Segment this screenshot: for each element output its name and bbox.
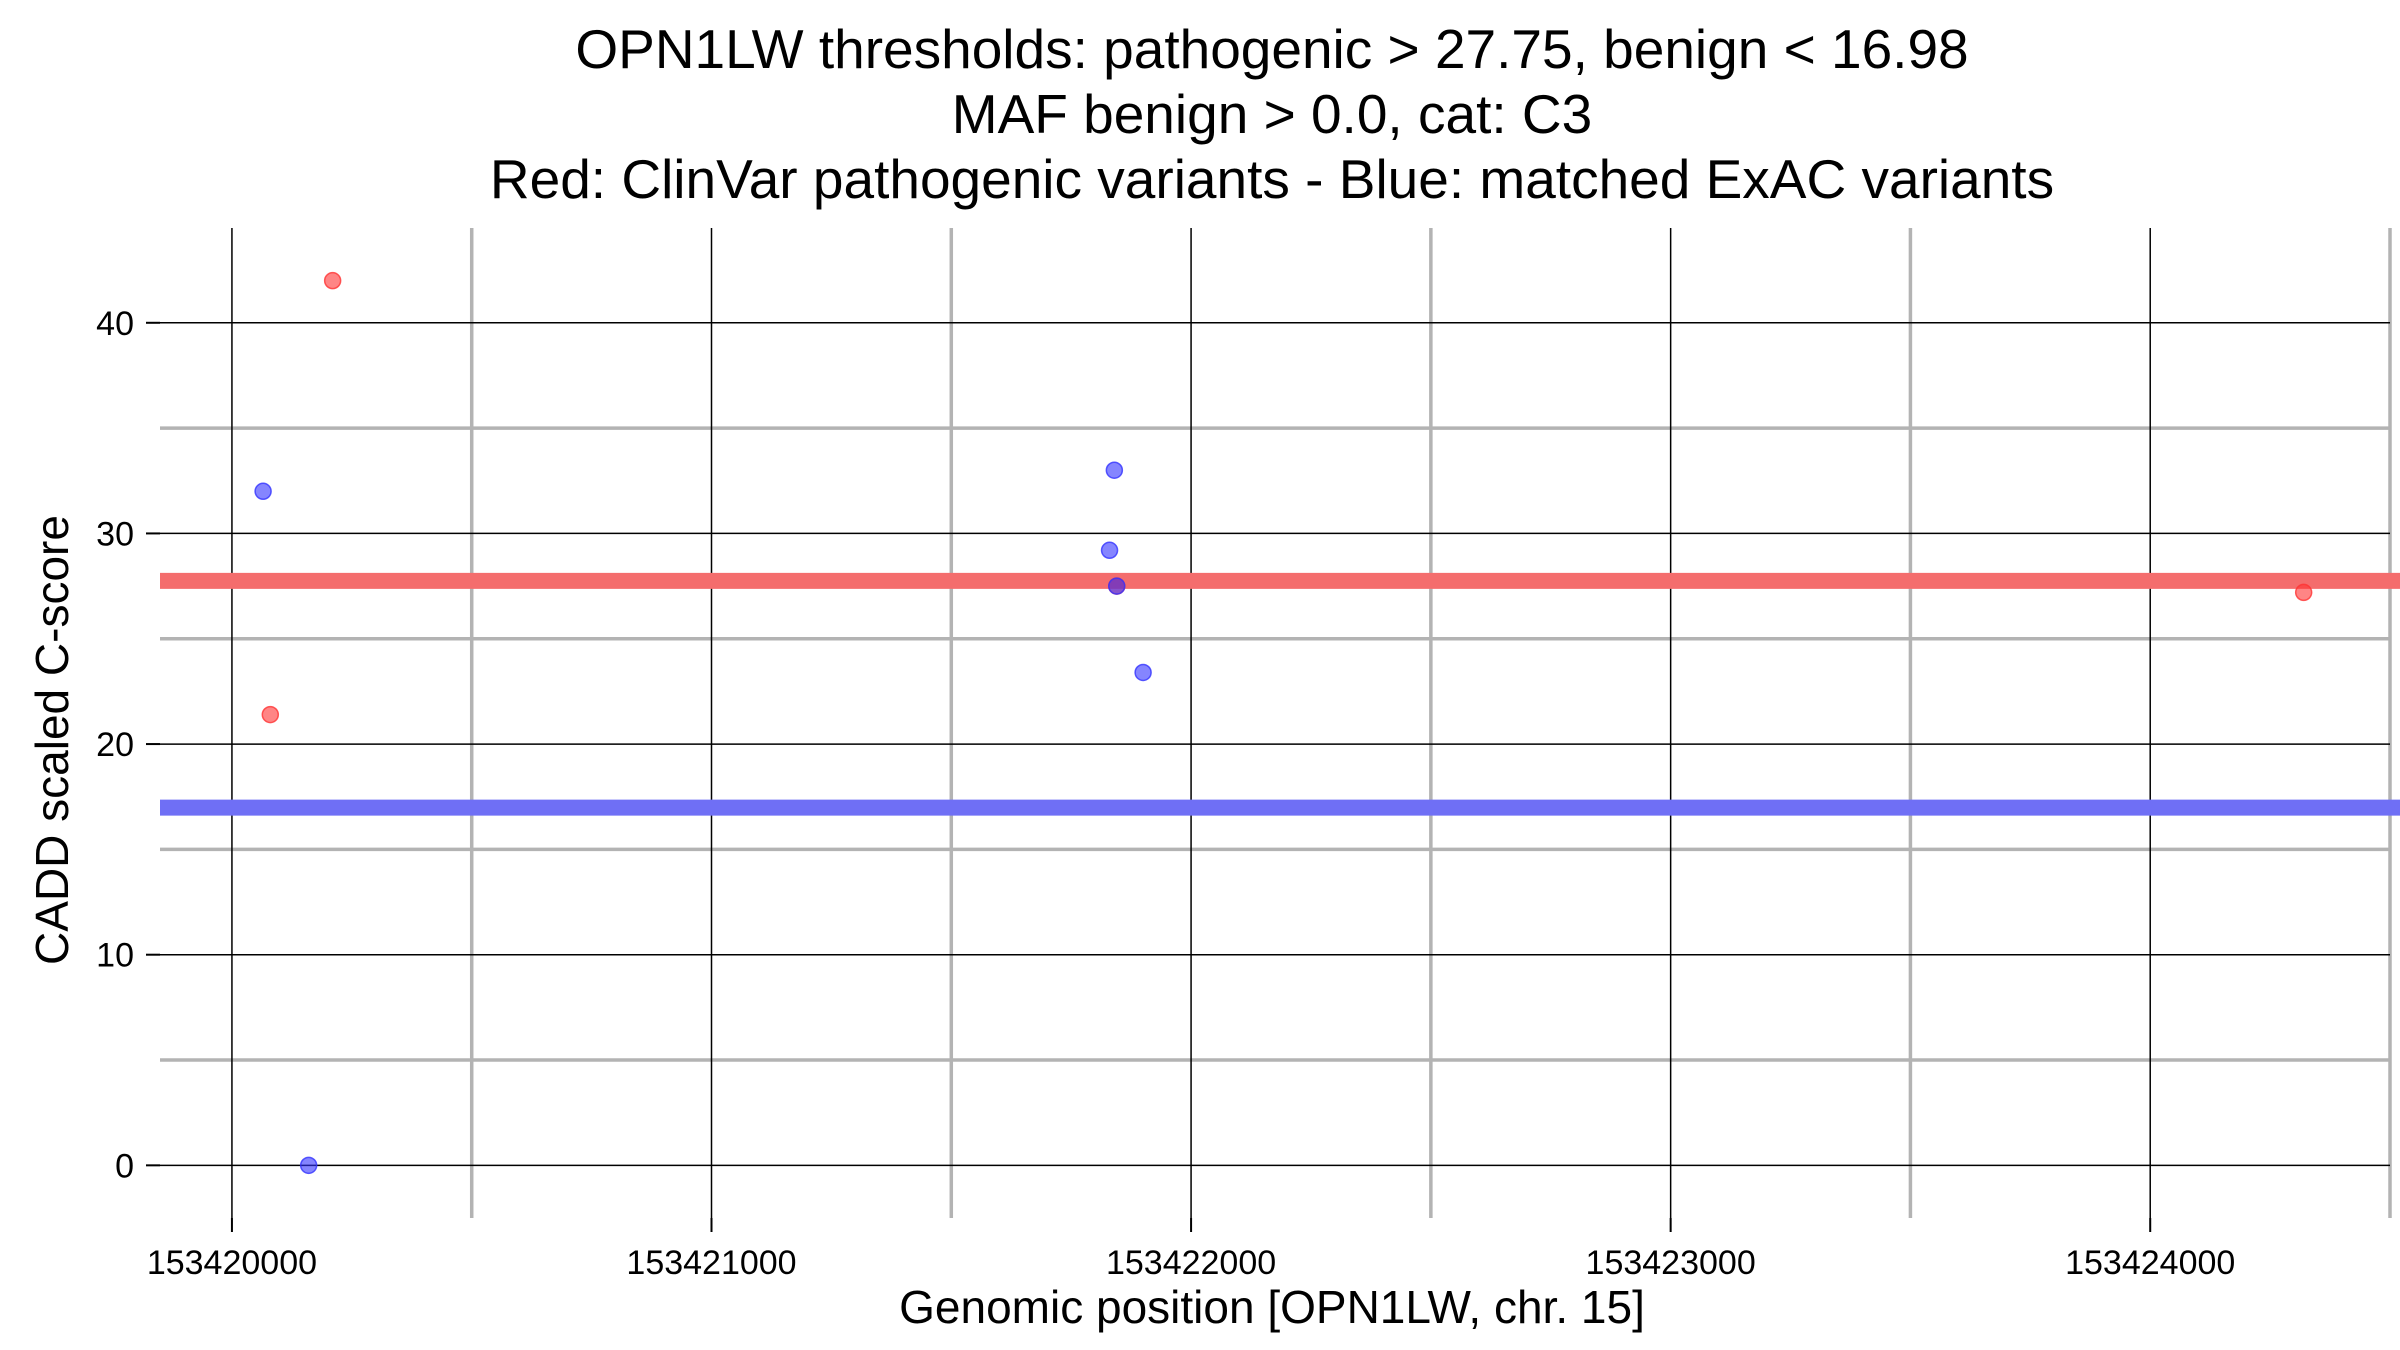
y-axis-label: CADD scaled C-score	[26, 515, 78, 965]
x-tick-label-2: 153422000	[1106, 1244, 1276, 1282]
point-s1-1	[299, 1156, 318, 1175]
chart-title: OPN1LW thresholds: pathogenic > 27.75, b…	[490, 18, 2054, 210]
x-tick-label-1: 153421000	[626, 1244, 796, 1282]
point-s1-5	[1134, 663, 1152, 682]
title-line-2: MAF benign > 0.0, cat: C3	[952, 83, 1592, 145]
y-tick-label-3: 30	[96, 515, 134, 553]
y-tick-label-1: 10	[96, 937, 134, 975]
point-s1-3	[1100, 541, 1119, 560]
x-tick-label-3: 153423000	[1586, 1244, 1756, 1282]
point-s0-1	[261, 705, 280, 724]
y-tick-label-0: 0	[115, 1147, 134, 1185]
data-points	[254, 271, 2313, 1175]
title-line-1: OPN1LW thresholds: pathogenic > 27.75, b…	[575, 18, 1968, 80]
title-line-3: Red: ClinVar pathogenic variants - Blue:…	[490, 148, 2054, 210]
y-tick-label-4: 40	[96, 305, 134, 343]
point-s1-0	[254, 482, 272, 501]
x-tick-label-0: 153420000	[147, 1244, 317, 1282]
threshold-lines	[160, 572, 2400, 816]
grid-minor	[160, 228, 2392, 1218]
x-tick-label-4: 153424000	[2065, 1244, 2235, 1282]
point-s1-4	[1107, 577, 1126, 595]
x-axis-label: Genomic position [OPN1LW, chr. 15]	[899, 1281, 1645, 1333]
point-s1-2	[1105, 461, 1124, 479]
grid-major	[160, 228, 2390, 1218]
axis-ticks	[146, 321, 2152, 1232]
point-s0-3	[2294, 583, 2313, 602]
x-tick-labels: 153420000 153421000 153422000 153423000 1534…	[147, 1244, 2235, 1282]
point-s0-0	[323, 271, 342, 290]
y-tick-label-2: 20	[96, 726, 134, 764]
y-tick-labels: 0 10 20 30 40	[96, 305, 134, 1186]
